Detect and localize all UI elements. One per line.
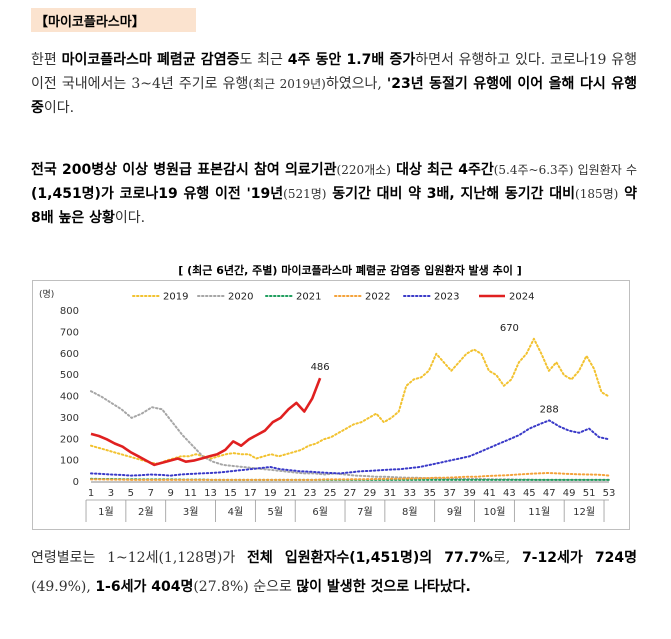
- text: (5.4주~6.3주) 입원환자 수: [493, 163, 637, 177]
- x-tick-label: 19: [264, 488, 277, 499]
- y-tick-label: 100: [60, 456, 79, 467]
- y-tick-label: 300: [60, 413, 79, 424]
- bold-text: 많이 발생한 것으로 나타났다.: [296, 579, 471, 595]
- y-tick-label: 600: [60, 349, 79, 360]
- y-tick-label: 500: [60, 370, 79, 381]
- x-tick-label: 53: [603, 488, 616, 499]
- month-label: 6월: [312, 506, 328, 518]
- text: 이다.: [114, 210, 146, 226]
- month-label: 5월: [268, 506, 284, 518]
- bold-text: 7-12세가 724명: [521, 550, 637, 566]
- data-label: 486: [311, 362, 330, 373]
- chart-caption: [ (최근 6년간, 주별) 마이코플라스마 폐렴균 감염증 입원환자 발생 추…: [178, 264, 522, 277]
- text: 이다.: [43, 100, 75, 116]
- x-tick-label: 25: [324, 488, 337, 499]
- paragraph-2: 전국 200병상 이상 병원급 표본감시 참여 의료기관(220개소) 대상 최…: [31, 158, 637, 230]
- month-label: 4월: [228, 506, 244, 518]
- bold-text: 가 코로나19 유행 이전 '19년: [100, 186, 284, 202]
- x-tick-label: 15: [224, 488, 237, 499]
- text: 한편: [31, 52, 62, 68]
- y-tick-label: 200: [60, 434, 79, 445]
- bold-text: 4주 동안 1.7배 증가: [287, 52, 416, 68]
- series-line-2023: [90, 419, 610, 477]
- series-line-2019: [90, 337, 610, 465]
- y-tick-label: 800: [60, 306, 79, 317]
- legend-label: 2020: [228, 292, 253, 303]
- text: (521명): [283, 187, 327, 201]
- text: 로,: [492, 550, 522, 566]
- y-axis-label: (명): [39, 289, 54, 300]
- month-label: 12월: [573, 506, 595, 518]
- bold-text: (1,451명): [31, 186, 101, 202]
- month-label: 11월: [528, 506, 550, 518]
- bold-text: 마이코플라스마 폐렴균 감염증: [61, 52, 240, 68]
- x-tick-label: 7: [148, 488, 154, 499]
- bold-text: 전국 200병상 이상 병원급 표본감시 참여 의료기관: [31, 162, 337, 178]
- x-tick-label: 51: [583, 488, 596, 499]
- month-label: 8월: [402, 506, 418, 518]
- series-line-2024: [90, 377, 322, 467]
- data-label: 670: [500, 323, 519, 334]
- x-tick-label: 29: [364, 488, 377, 499]
- month-label: 3월: [183, 506, 199, 518]
- series-line-2020: [90, 390, 610, 481]
- legend-label: 2021: [296, 292, 321, 303]
- month-label: 10월: [483, 506, 505, 518]
- x-tick-label: 45: [523, 488, 536, 499]
- text: 도 최근: [239, 52, 288, 68]
- series-line-2022: [90, 472, 610, 481]
- bold-text: 전체 입원환자수(1,451명)의 77.7%: [246, 550, 493, 566]
- data-label: 288: [540, 404, 559, 415]
- bold-text: 동기간 대비 약 3배, 지난해 동기간 대비: [326, 186, 576, 202]
- legend-label: 2019: [163, 292, 188, 303]
- x-tick-label: 3: [108, 488, 114, 499]
- x-tick-label: 21: [284, 488, 297, 499]
- text: 하였으나,: [325, 76, 387, 92]
- text: (49.9%),: [31, 579, 96, 595]
- text: 하면서 유행하고 있다. 코로나19 유행 이전 국내에서는 3~4년 주기로 …: [31, 52, 637, 92]
- x-tick-label: 39: [463, 488, 476, 499]
- month-label: 2월: [138, 506, 154, 518]
- bold-text: 약 8배 높은 상황: [31, 186, 637, 226]
- x-tick-label: 37: [443, 488, 456, 499]
- x-tick-label: 5: [128, 488, 134, 499]
- y-tick-label: 0: [73, 477, 79, 488]
- x-tick-label: 17: [244, 488, 257, 499]
- x-tick-label: 49: [563, 488, 576, 499]
- x-tick-label: 11: [184, 488, 197, 499]
- text: (185명): [575, 187, 619, 201]
- x-tick-label: 47: [543, 488, 556, 499]
- x-tick-label: 43: [503, 488, 516, 499]
- month-label: 7월: [357, 506, 373, 518]
- paragraph-1: 한편 마이코플라스마 폐렴균 감염증도 최근 4주 동안 1.7배 증가하면서 …: [31, 48, 637, 120]
- x-tick-label: 13: [204, 488, 217, 499]
- legend-label: 2024: [509, 292, 534, 303]
- chart-container: (명) 0 100 200 300 400 500 600 700 800 1 3 5 7 9 11 13 15 1…: [32, 280, 630, 530]
- x-tick-label: 41: [483, 488, 496, 499]
- text: 연령별로는 1~12세(1,128명)가: [31, 550, 247, 566]
- bold-text: 1-6세가 404명: [95, 579, 194, 595]
- y-tick-label: 400: [60, 392, 79, 403]
- month-label: 9월: [447, 506, 463, 518]
- bold-text: '23년 동절기 유행에 이어 올해 다시 유행 중: [31, 76, 637, 116]
- y-tick-label: 700: [60, 327, 79, 338]
- section-title: 【마이코플라스마】: [31, 8, 196, 32]
- text: (27.8%) 순으로: [193, 579, 297, 595]
- text: (220개소): [336, 163, 391, 177]
- bold-text: 대상 최근 4주간: [390, 162, 494, 178]
- x-tick-label: 33: [403, 488, 416, 499]
- paragraph-3: 연령별로는 1~12세(1,128명)가 전체 입원환자수(1,451명)의 7…: [31, 544, 637, 602]
- text: (최근 2019년): [248, 77, 326, 91]
- x-tick-label: 27: [344, 488, 357, 499]
- month-label: 1월: [98, 506, 114, 518]
- x-tick-label: 9: [168, 488, 174, 499]
- legend-label: 2022: [365, 292, 390, 303]
- legend-label: 2023: [434, 292, 459, 303]
- x-tick-label: 31: [383, 488, 396, 499]
- x-tick-label: 1: [88, 488, 94, 499]
- x-tick-label: 35: [423, 488, 436, 499]
- x-tick-label: 23: [304, 488, 317, 499]
